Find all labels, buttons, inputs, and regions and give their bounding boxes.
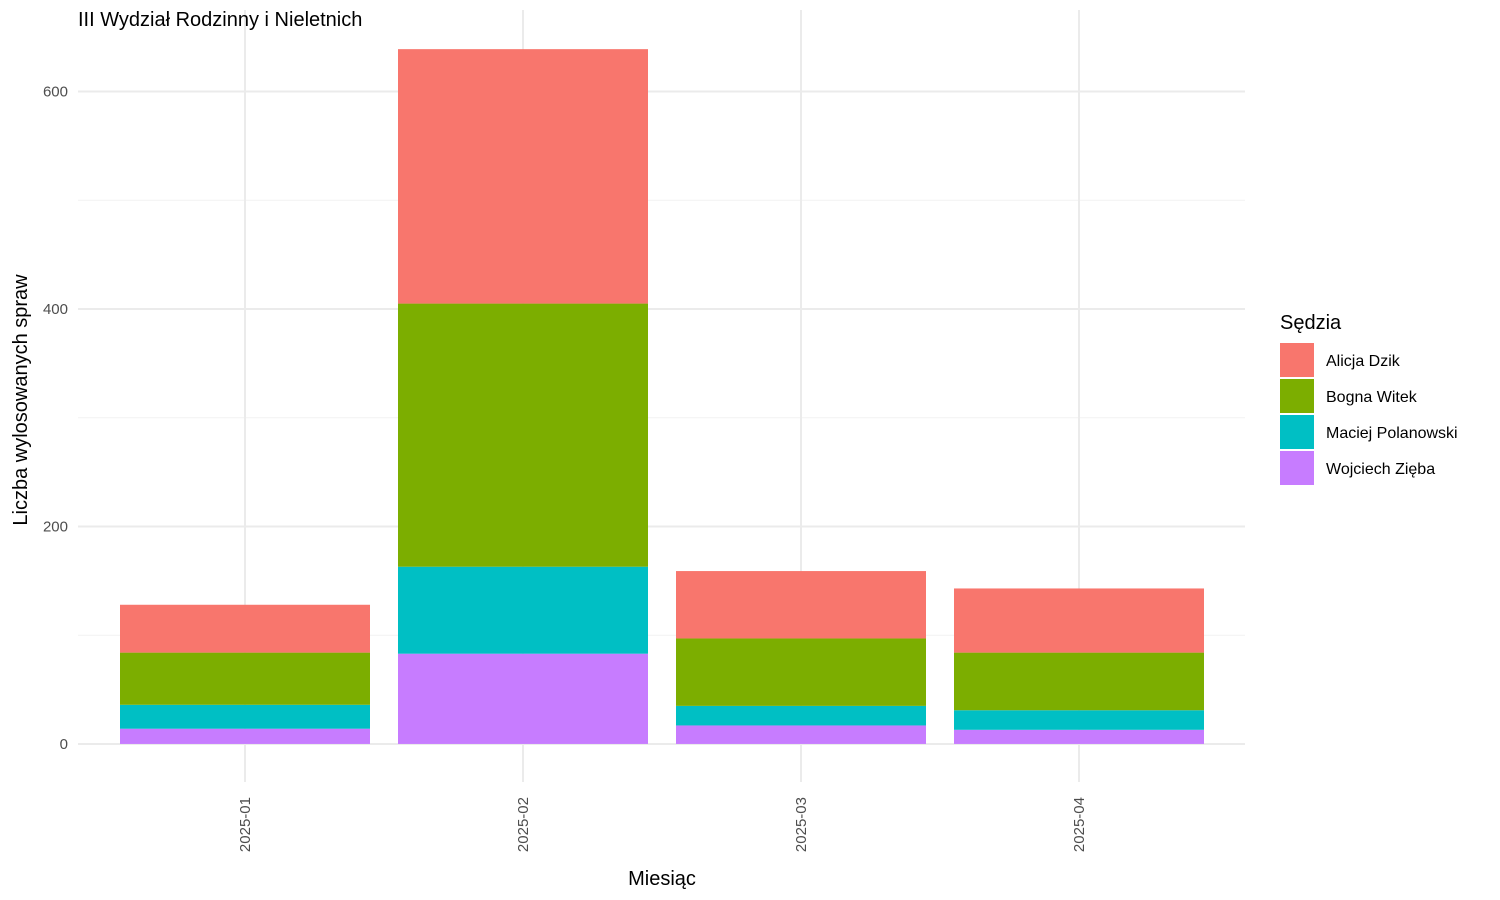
bar-segment <box>954 710 1204 730</box>
chart-title: III Wydział Rodzinny i Nieletnich <box>78 9 362 31</box>
bar-segment <box>398 566 648 654</box>
bar-segment <box>676 571 926 639</box>
legend: Sędzia Alicja Dzik Bogna Witek Maciej Pola… <box>1280 312 1458 485</box>
legend-swatch <box>1280 415 1314 449</box>
legend-label: Maciej Polanowski <box>1326 425 1458 442</box>
y-tick-label: 600 <box>43 84 68 101</box>
legend-label: Wojciech Zięba <box>1326 461 1435 478</box>
x-tick-label: 2025-03 <box>793 797 810 852</box>
legend-swatch <box>1280 379 1314 413</box>
bar-segment <box>676 638 926 706</box>
bar-segment <box>120 604 370 653</box>
bar-segment <box>120 728 370 744</box>
bar-segment <box>120 652 370 705</box>
legend-swatch <box>1280 343 1314 377</box>
bar-segment <box>398 49 648 304</box>
bar-segment <box>676 705 926 726</box>
bar-segment <box>120 704 370 729</box>
legend-label: Bogna Witek <box>1326 389 1418 406</box>
y-tick-label: 400 <box>43 301 68 318</box>
legend-swatch <box>1280 451 1314 485</box>
legend-title: Sędzia <box>1280 312 1342 334</box>
y-tick-label: 0 <box>60 736 68 753</box>
bar-segment <box>954 729 1204 744</box>
x-tick-label: 2025-04 <box>1071 797 1088 852</box>
x-tick-label: 2025-01 <box>237 797 254 852</box>
x-axis-title: Miesiąc <box>628 868 696 890</box>
legend-items: Alicja Dzik Bogna Witek Maciej Polanowski W… <box>1280 343 1458 485</box>
bar-segment <box>954 588 1204 653</box>
x-tick-label: 2025-02 <box>515 797 532 852</box>
y-tick-label: 200 <box>43 518 68 535</box>
y-axis-title: Liczba wylosowanych spraw <box>10 274 32 526</box>
bar-segment <box>398 303 648 567</box>
legend-label: Alicja Dzik <box>1326 353 1401 370</box>
bar-segment <box>676 725 926 744</box>
x-axis-ticks: 2025-01 2025-02 2025-03 2025-04 <box>237 797 1088 852</box>
bar-segment <box>954 652 1204 711</box>
bars <box>120 49 1204 744</box>
y-axis-ticks: 0 200 400 600 <box>43 84 68 753</box>
bar-segment <box>398 653 648 744</box>
